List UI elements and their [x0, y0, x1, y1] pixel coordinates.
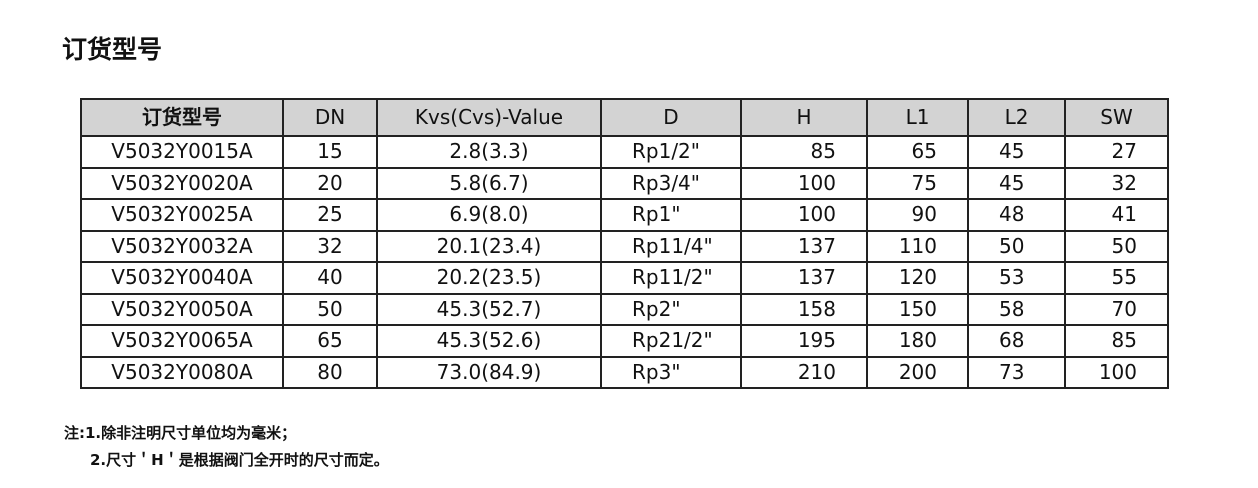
table-cell: Rp11/4": [600, 229, 742, 263]
table-cell: 58: [967, 292, 1066, 326]
table-cell: 137: [740, 261, 868, 295]
table-cell: 40: [282, 261, 378, 295]
table-cell: Rp21/2": [600, 324, 742, 358]
table-cell: 73.0(84.9): [376, 355, 602, 389]
table-cell: V5032Y0050A: [80, 292, 284, 326]
table-cell: 158: [740, 292, 868, 326]
table-cell: 70: [1064, 292, 1169, 326]
table-cell: 25: [282, 198, 378, 232]
table-cell: 75: [866, 166, 969, 200]
note-line: 注:1.除非注明尺寸单位均为毫米；: [64, 424, 297, 442]
table-row: V5032Y0032A 32 20.1(23.4) Rp11/4" 137 110 50 50: [80, 229, 1169, 263]
column-header: 订货型号: [80, 98, 284, 137]
table-cell: V5032Y0080A: [80, 355, 284, 389]
table-row: V5032Y0040A 40 20.2(23.5) Rp11/2" 137 120 53 55: [80, 261, 1169, 295]
table-cell: Rp3": [600, 355, 742, 389]
spec-table: 订货型号 DN Kvs(Cvs)-Value D H L1 L2 SW V5032Y0015A…: [80, 98, 1169, 389]
table-cell: Rp2": [600, 292, 742, 326]
notes: 注:1.除非注明尺寸单位均为毫米； 2.尺寸＇H＇是根据阀门全开时的尺寸而定。: [64, 420, 389, 474]
table-cell: 15: [282, 135, 378, 169]
section-title: 订货型号: [62, 35, 163, 64]
table-cell: 100: [1064, 355, 1169, 389]
table-row: V5032Y0020A 20 5.8(6.7) Rp3/4" 100 75 45 32: [80, 166, 1169, 200]
table-cell: 45: [967, 135, 1066, 169]
table-cell: 73: [967, 355, 1066, 389]
table-cell: 32: [282, 229, 378, 263]
table-cell: 6.9(8.0): [376, 198, 602, 232]
table-cell: 20.1(23.4): [376, 229, 602, 263]
table-cell: 85: [740, 135, 868, 169]
table-cell: 90: [866, 198, 969, 232]
column-header: DN: [282, 98, 378, 137]
table-cell: 80: [282, 355, 378, 389]
table-cell: 20: [282, 166, 378, 200]
table-cell: V5032Y0040A: [80, 261, 284, 295]
table-cell: 45: [967, 166, 1066, 200]
table-cell: 68: [967, 324, 1066, 358]
column-header: L2: [967, 98, 1066, 137]
table-row: V5032Y0025A 25 6.9(8.0) Rp1" 100 90 48 41: [80, 198, 1169, 232]
table-cell: 195: [740, 324, 868, 358]
table-row: V5032Y0080A 80 73.0(84.9) Rp3" 210 200 73 100: [80, 355, 1169, 389]
table-cell: Rp1/2": [600, 135, 742, 169]
table-cell: 137: [740, 229, 868, 263]
table-cell: 100: [740, 198, 868, 232]
table-cell: V5032Y0032A: [80, 229, 284, 263]
table-cell: Rp3/4": [600, 166, 742, 200]
table-row: V5032Y0015A 15 2.8(3.3) Rp1/2" 85 65 45 27: [80, 135, 1169, 169]
table-cell: 150: [866, 292, 969, 326]
table-cell: 2.8(3.3): [376, 135, 602, 169]
table-cell: 5.8(6.7): [376, 166, 602, 200]
table-cell: 50: [1064, 229, 1169, 263]
table-cell: 65: [282, 324, 378, 358]
column-header: D: [600, 98, 742, 137]
table-cell: 32: [1064, 166, 1169, 200]
table-cell: 20.2(23.5): [376, 261, 602, 295]
column-header: Kvs(Cvs)-Value: [376, 98, 602, 137]
table-body: V5032Y0015A 15 2.8(3.3) Rp1/2" 85 65 45 27 V5032…: [80, 135, 1169, 389]
table-cell: Rp11/2": [600, 261, 742, 295]
table-row: V5032Y0065A 65 45.3(52.6) Rp21/2" 195 180 68 85: [80, 324, 1169, 358]
column-header: H: [740, 98, 868, 137]
table-cell: 27: [1064, 135, 1169, 169]
table-cell: V5032Y0065A: [80, 324, 284, 358]
table-cell: 50: [282, 292, 378, 326]
table-cell: 110: [866, 229, 969, 263]
table-cell: 200: [866, 355, 969, 389]
table-row: V5032Y0050A 50 45.3(52.7) Rp2" 158 150 58 70: [80, 292, 1169, 326]
table-cell: 48: [967, 198, 1066, 232]
table-cell: 210: [740, 355, 868, 389]
table-cell: V5032Y0025A: [80, 198, 284, 232]
table-cell: 53: [967, 261, 1066, 295]
table-cell: V5032Y0020A: [80, 166, 284, 200]
table-cell: Rp1": [600, 198, 742, 232]
table-cell: 41: [1064, 198, 1169, 232]
table-cell: 65: [866, 135, 969, 169]
table-cell: V5032Y0015A: [80, 135, 284, 169]
table-cell: 45.3(52.6): [376, 324, 602, 358]
table-cell: 180: [866, 324, 969, 358]
table-cell: 55: [1064, 261, 1169, 295]
table-cell: 120: [866, 261, 969, 295]
note-line: 2.尺寸＇H＇是根据阀门全开时的尺寸而定。: [90, 451, 389, 469]
column-header: L1: [866, 98, 969, 137]
table-cell: 100: [740, 166, 868, 200]
header-row: 订货型号 DN Kvs(Cvs)-Value D H L1 L2 SW: [80, 98, 1169, 137]
table-cell: 45.3(52.7): [376, 292, 602, 326]
table-cell: 85: [1064, 324, 1169, 358]
table-cell: 50: [967, 229, 1066, 263]
column-header: SW: [1064, 98, 1169, 137]
